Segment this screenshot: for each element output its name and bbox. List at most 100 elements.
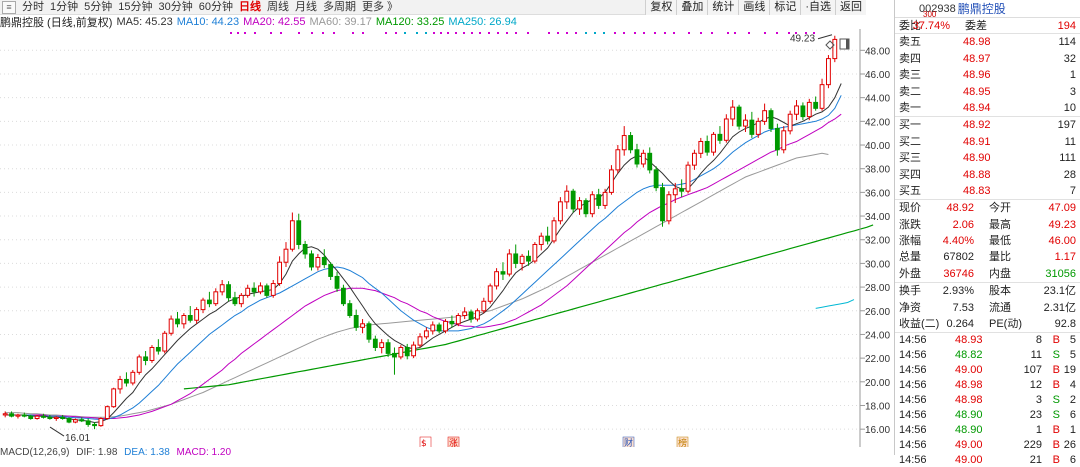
- period-tab[interactable]: 月线: [295, 1, 317, 13]
- candle-down: [596, 194, 602, 206]
- stat-value: 0.264: [946, 318, 974, 331]
- period-tab[interactable]: 30分钟: [158, 1, 193, 13]
- tick-side: S: [1052, 393, 1060, 406]
- candle-up: [602, 191, 608, 206]
- candle-up: [698, 140, 704, 154]
- tool-button[interactable]: 叠加: [676, 0, 708, 15]
- tool-button[interactable]: 复权: [645, 0, 677, 15]
- candle-up: [277, 261, 283, 285]
- level-price: 48.88: [963, 168, 991, 181]
- level-label: 买四: [899, 168, 921, 181]
- stock-market-tag: 300: [923, 10, 937, 19]
- signal-dot: [673, 32, 675, 34]
- signal-dot: [237, 32, 239, 34]
- candle-up: [104, 406, 110, 420]
- level-label: 卖五: [899, 36, 921, 49]
- axis-tick-label: 48.00: [865, 46, 890, 57]
- tool-button[interactable]: 统计: [707, 0, 739, 15]
- signal-dot: [594, 32, 596, 34]
- period-tab[interactable]: 分时: [22, 1, 44, 13]
- stat-value: 49.23: [1048, 218, 1076, 231]
- stat-label: 内盘: [989, 267, 1011, 280]
- ask-row[interactable]: 卖四 48.97 32: [895, 51, 1080, 67]
- candle-up: [615, 149, 621, 171]
- ask-book: 卖五 48.98 114 卖四 48.97 32 卖三 48.96 1 卖二 48.95 3 卖一 48.…: [895, 34, 1080, 118]
- macd-value: MACD: 1.20: [176, 447, 232, 458]
- candle-down: [353, 315, 359, 328]
- signal-dot: [270, 32, 272, 34]
- menu-toggle-icon[interactable]: ≡: [2, 1, 16, 14]
- bid-row[interactable]: 买二 48.91 11: [895, 134, 1080, 150]
- period-tab[interactable]: 多周期: [323, 1, 356, 13]
- period-tab[interactable]: 日线: [239, 1, 261, 13]
- candle-up: [423, 330, 429, 338]
- tool-button[interactable]: 返回: [835, 0, 866, 15]
- candle-up: [219, 284, 225, 293]
- tick-count: 6: [1069, 408, 1076, 421]
- candle-up: [15, 414, 21, 417]
- tool-button[interactable]: 画线: [738, 0, 770, 15]
- level-label: 买三: [899, 152, 921, 165]
- dif-value: DIF: 1.98: [76, 447, 118, 458]
- tick-volume: 12: [1029, 379, 1042, 392]
- ma5-label: MA5: 45.23: [116, 16, 173, 28]
- signal-dot: [623, 32, 625, 34]
- high-price-label: 49.23: [790, 34, 815, 45]
- signal-dot: [748, 32, 750, 34]
- ask-row[interactable]: 卖五 48.98 114: [895, 34, 1080, 50]
- window-toggle-bar: [846, 39, 849, 49]
- tick-time: 14:56: [899, 408, 927, 421]
- level-label: 卖一: [899, 101, 921, 114]
- ask-row[interactable]: 卖二 48.95 3: [895, 84, 1080, 100]
- candle-up: [417, 336, 423, 346]
- bid-row[interactable]: 买五 48.83 7: [895, 183, 1080, 199]
- candle-up: [194, 309, 200, 321]
- period-tab[interactable]: 更多 》: [362, 1, 399, 13]
- bid-row[interactable]: 买三 48.90 111: [895, 150, 1080, 166]
- candle-up: [819, 84, 825, 109]
- stat-label: 涨幅: [899, 235, 921, 248]
- candle-up: [72, 419, 78, 423]
- level-volume: 111: [1059, 152, 1076, 165]
- candle-down: [404, 346, 410, 357]
- period-tab[interactable]: 周线: [267, 1, 289, 13]
- signal-dot: [352, 32, 354, 34]
- stat-label: 股本: [989, 285, 1011, 298]
- bid-row[interactable]: 买一 48.92 197: [895, 117, 1080, 133]
- tick-price: 49.00: [955, 438, 983, 451]
- period-tab[interactable]: 5分钟: [84, 1, 113, 13]
- signal-dot: [362, 32, 364, 34]
- kline-chart[interactable]: 48.00 46.00 44.00 42.00 40.00 38.00 36.00 34.00…: [0, 29, 894, 447]
- bid-row[interactable]: 买四 48.88 28: [895, 167, 1080, 183]
- level-volume: 3: [1069, 85, 1076, 98]
- tick-side: B: [1052, 364, 1060, 377]
- candle-up: [589, 194, 595, 215]
- stat-value: 7.53: [952, 301, 974, 314]
- candle-up: [666, 194, 672, 222]
- axis-tick-label: 16.00: [865, 425, 890, 436]
- period-tab[interactable]: 60分钟: [198, 1, 233, 13]
- stat-row: 净资 7.53 流通 2.31亿: [895, 300, 1080, 316]
- tick-volume: 8: [1035, 334, 1042, 347]
- candle-down: [328, 264, 334, 277]
- ma60-line: [5, 152, 829, 418]
- candles: [2, 35, 838, 430]
- dea-value: DEA: 1.38: [124, 447, 170, 458]
- ma10-label: MA10: 44.23: [176, 16, 240, 28]
- ma60-label: MA60: 39.17: [309, 16, 372, 28]
- candle-down: [92, 423, 97, 427]
- tool-button[interactable]: ·自选: [800, 0, 835, 15]
- candle-up: [111, 388, 117, 408]
- period-tab[interactable]: 1分钟: [50, 1, 79, 13]
- signal-dot: [395, 32, 397, 34]
- ask-row[interactable]: 卖一 48.94 10: [895, 100, 1080, 116]
- ask-row[interactable]: 卖三 48.96 1: [895, 67, 1080, 83]
- period-tab[interactable]: 15分钟: [118, 1, 153, 13]
- stock-code: 002938: [919, 2, 956, 15]
- signal-dot: [404, 32, 406, 34]
- stock-name[interactable]: 鹏鼎控股: [957, 2, 1006, 16]
- tool-button[interactable]: 标记: [769, 0, 801, 15]
- stat-value: 92.8: [1054, 318, 1076, 331]
- stat-row: 现价 48.92 今开 47.09: [895, 200, 1080, 216]
- candle-up: [162, 332, 168, 352]
